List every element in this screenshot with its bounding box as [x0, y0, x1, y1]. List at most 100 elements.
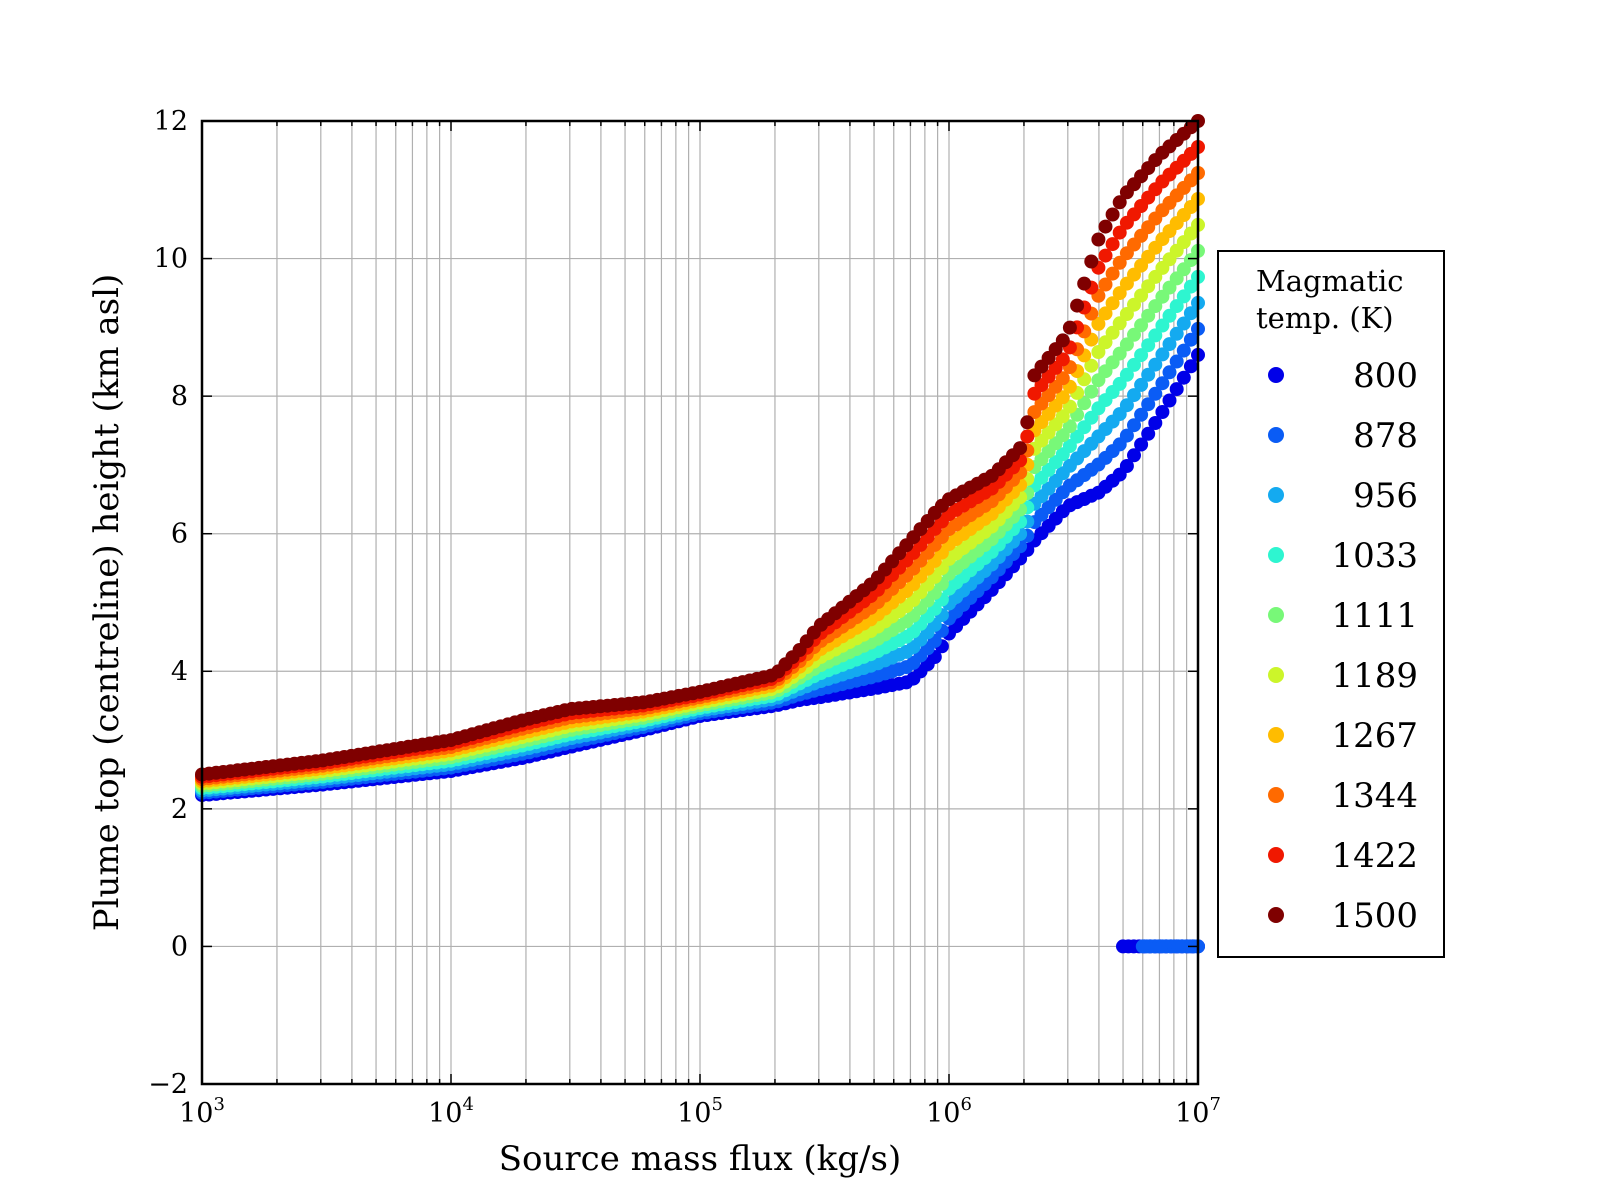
- x-tick-label: 107: [1175, 1094, 1221, 1129]
- y-tick-label: 4: [171, 656, 188, 687]
- series-1422-point: [1055, 352, 1070, 367]
- series-800-point: [1127, 448, 1141, 463]
- series-800-point: [1155, 405, 1170, 419]
- series-1189-point: [1084, 358, 1099, 373]
- y-tick-label: −2: [148, 1069, 188, 1100]
- series-1111-point: [1141, 308, 1156, 323]
- series-1500-point: [1070, 298, 1085, 313]
- series-878-point: [1119, 428, 1134, 443]
- series-800-point: [1134, 437, 1149, 452]
- series-1500-point: [1062, 320, 1077, 335]
- series-1033-point: [1183, 279, 1198, 294]
- y-tick-label: 2: [171, 794, 188, 825]
- series-1267-point: [1112, 286, 1127, 301]
- data-points: [195, 114, 1205, 954]
- series-956-point: [1119, 398, 1134, 413]
- legend-label-1500: 1500: [1331, 896, 1418, 936]
- series-1111-point: [1077, 396, 1092, 411]
- legend-label-1189: 1189: [1331, 656, 1418, 696]
- series-1344-point: [1112, 255, 1127, 270]
- legend: Magmatic temp. (K) 800 878 956 1033 1111 1189…: [1217, 250, 1445, 958]
- series-1344-point: [1105, 266, 1120, 281]
- series-1033-point: [1155, 318, 1170, 333]
- series-1422-point: [1020, 429, 1035, 444]
- series-1344-point: [1055, 371, 1070, 386]
- legend-label-1267: 1267: [1331, 716, 1418, 756]
- series-1500-point: [1105, 207, 1120, 222]
- series-800-point: [1183, 359, 1198, 374]
- x-tick-label: 106: [926, 1094, 972, 1129]
- y-tick-label: 8: [171, 381, 188, 412]
- series-800-point: [1141, 426, 1156, 441]
- series-878-point: [1155, 376, 1170, 391]
- series-1033-point: [1134, 348, 1149, 363]
- y-tick-label: 12: [154, 106, 188, 137]
- legend-marker-1344: [1268, 787, 1284, 803]
- legend-box: [1217, 250, 1445, 958]
- series-1033-point: [1162, 308, 1177, 323]
- series-1500-point: [1055, 333, 1070, 348]
- legend-marker-878: [1268, 427, 1284, 443]
- legend-marker-1033: [1268, 547, 1284, 563]
- series-956-point: [1141, 367, 1156, 382]
- series-1500-point: [1112, 195, 1127, 210]
- series-1267-point: [1105, 296, 1120, 311]
- legend-label-1111: 1111: [1331, 596, 1418, 636]
- series-1033-point: [1169, 299, 1184, 314]
- legend-marker-1189: [1268, 667, 1284, 683]
- series-800-point: [1169, 382, 1184, 397]
- series-1500-point: [1013, 441, 1028, 456]
- series-1500-point: [1091, 232, 1106, 247]
- series-1500-point: [1020, 415, 1035, 430]
- series-1500-point: [1098, 219, 1113, 234]
- series-1111-point: [1119, 337, 1134, 352]
- series-1033-point: [1141, 338, 1156, 353]
- series-800-point: [1176, 370, 1191, 385]
- legend-marker-1267: [1268, 727, 1284, 743]
- series-956-point: [1134, 377, 1149, 392]
- series-956-point: [1127, 388, 1141, 403]
- series-1267-point: [1055, 390, 1070, 405]
- y-tick-label: 6: [171, 519, 188, 550]
- plot-frame: [200, 119, 1200, 1086]
- series-1422-point: [1112, 225, 1127, 240]
- legend-marker-1111: [1268, 607, 1284, 623]
- legend-title: Magmatic: [1256, 264, 1404, 298]
- x-axis-title: Source mass flux (kg/s): [499, 1139, 901, 1179]
- series-878-point: [1183, 332, 1198, 347]
- legend-label-956: 956: [1353, 476, 1418, 516]
- series-1111-point: [1084, 384, 1099, 399]
- series-800-point: [1148, 416, 1163, 430]
- x-tick-labels: 103 104 105 106 107: [179, 1094, 1221, 1129]
- series-1500-point: [1084, 254, 1099, 269]
- series-800-point: [1162, 393, 1177, 408]
- series-1344-point: [1098, 277, 1113, 292]
- grid-lines: [202, 121, 1198, 1084]
- series-1111-point: [1134, 318, 1149, 333]
- x-tick-label: 103: [179, 1094, 225, 1129]
- legend-label-878: 878: [1353, 416, 1418, 456]
- x-tick-label: 104: [428, 1094, 474, 1129]
- series-1033-point: [1148, 328, 1163, 343]
- series-878-point: [1141, 397, 1156, 412]
- series-1189-point: [1055, 409, 1070, 424]
- series-1033-point: [1176, 289, 1191, 304]
- legend-marker-1422: [1268, 847, 1284, 863]
- y-tick-label: 0: [171, 931, 188, 962]
- series-1111-point: [1062, 419, 1077, 434]
- series-956-point: [1183, 306, 1198, 321]
- series-956-point: [1176, 316, 1191, 331]
- series-878-point: [1162, 365, 1177, 380]
- series-1033-point: [1127, 357, 1141, 372]
- series-1422-point: [1105, 237, 1120, 252]
- series-1500-point: [1077, 276, 1092, 291]
- legend-marker-800: [1268, 367, 1284, 383]
- series-1033-point: [1119, 367, 1134, 382]
- legend-label-1344: 1344: [1331, 776, 1418, 816]
- series-1189-point: [1091, 345, 1106, 359]
- legend-label-1422: 1422: [1331, 836, 1418, 876]
- y-tick-label: 10: [154, 244, 188, 275]
- legend-label-800: 800: [1353, 356, 1418, 396]
- legend-label-1033: 1033: [1331, 536, 1418, 576]
